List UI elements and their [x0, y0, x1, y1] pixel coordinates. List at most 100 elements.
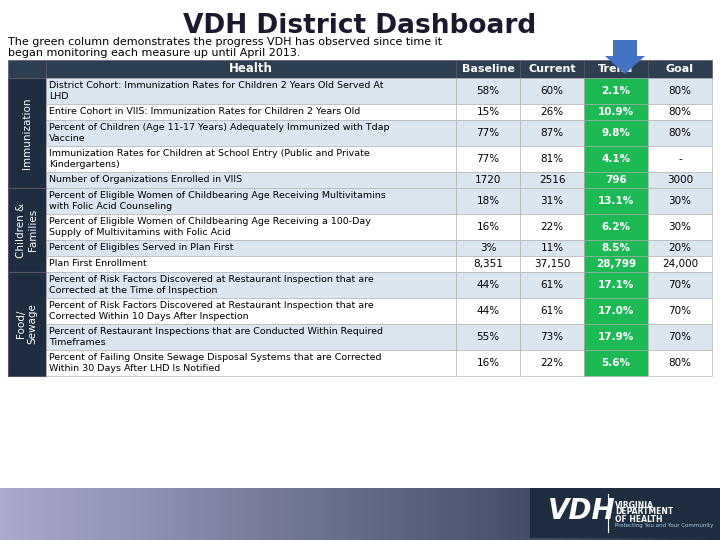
Bar — [119, 488, 122, 540]
Bar — [547, 488, 551, 540]
Bar — [46, 298, 456, 324]
Text: 16%: 16% — [477, 358, 500, 368]
Text: 3%: 3% — [480, 243, 496, 253]
Bar — [439, 488, 443, 540]
Bar — [648, 120, 712, 146]
Bar — [68, 488, 72, 540]
Bar — [706, 488, 709, 540]
Bar — [18, 488, 22, 540]
Bar — [277, 488, 281, 540]
Polygon shape — [613, 40, 637, 56]
Bar — [306, 488, 310, 540]
Bar — [46, 172, 456, 188]
Text: Immunization Rates for Children at School Entry (Public and Private
Kindergarten: Immunization Rates for Children at Schoo… — [49, 149, 370, 168]
Bar — [338, 488, 342, 540]
Bar — [508, 488, 511, 540]
Bar — [83, 488, 86, 540]
Text: 26%: 26% — [541, 107, 564, 117]
Bar — [58, 488, 61, 540]
Text: began monitoring each measure up until April 2013.: began monitoring each measure up until A… — [8, 48, 300, 58]
Bar — [526, 488, 529, 540]
Bar — [46, 350, 456, 376]
Bar — [630, 488, 634, 540]
Bar — [360, 488, 364, 540]
Text: 87%: 87% — [541, 128, 564, 138]
Bar — [46, 146, 456, 172]
Bar — [584, 104, 648, 120]
Bar — [584, 172, 648, 188]
Bar — [673, 488, 677, 540]
Bar — [608, 488, 612, 540]
Bar — [454, 488, 457, 540]
Text: -: - — [678, 154, 682, 164]
Bar — [259, 488, 263, 540]
Bar — [367, 488, 371, 540]
Bar — [46, 188, 456, 214]
Bar — [637, 488, 641, 540]
Text: 16%: 16% — [477, 222, 500, 232]
Bar — [155, 488, 158, 540]
Bar — [108, 488, 112, 540]
Bar — [584, 298, 648, 324]
Text: 77%: 77% — [477, 154, 500, 164]
Text: 8.5%: 8.5% — [601, 243, 631, 253]
Bar — [648, 78, 712, 104]
Bar — [364, 488, 367, 540]
Bar — [46, 240, 456, 256]
Bar — [652, 488, 655, 540]
Bar — [456, 298, 520, 324]
Text: 24,000: 24,000 — [662, 259, 698, 269]
Bar — [61, 488, 65, 540]
Text: 11%: 11% — [541, 243, 564, 253]
Bar — [396, 488, 400, 540]
Bar — [317, 488, 320, 540]
Bar — [90, 488, 94, 540]
Bar — [205, 488, 209, 540]
Bar — [46, 60, 456, 78]
Bar — [584, 240, 648, 256]
Bar — [104, 488, 108, 540]
Bar — [227, 488, 230, 540]
Bar — [456, 256, 520, 272]
Text: Health: Health — [229, 63, 273, 76]
Bar — [331, 488, 335, 540]
Bar — [456, 350, 520, 376]
Bar — [662, 488, 666, 540]
Text: OF HEALTH: OF HEALTH — [615, 515, 662, 523]
Text: 70%: 70% — [668, 332, 691, 342]
Bar — [97, 488, 101, 540]
Bar — [274, 488, 277, 540]
Bar — [342, 488, 346, 540]
Bar — [22, 488, 25, 540]
Bar — [518, 488, 522, 540]
Bar — [173, 488, 176, 540]
Bar — [46, 324, 456, 350]
Bar — [8, 272, 46, 376]
Text: 70%: 70% — [668, 306, 691, 316]
Bar — [94, 488, 97, 540]
Text: 10.9%: 10.9% — [598, 107, 634, 117]
Text: Entire Cohort in VIIS: Immunization Rates for Children 2 Years Old: Entire Cohort in VIIS: Immunization Rate… — [49, 107, 360, 117]
Bar — [648, 298, 712, 324]
Bar — [428, 488, 432, 540]
Bar — [8, 60, 46, 78]
Bar — [46, 120, 456, 146]
Bar — [46, 256, 456, 272]
Bar — [584, 324, 648, 350]
Text: 3000: 3000 — [667, 175, 693, 185]
Bar — [584, 146, 648, 172]
Text: 80%: 80% — [668, 107, 691, 117]
Bar — [551, 488, 554, 540]
Bar — [421, 488, 425, 540]
Bar — [158, 488, 162, 540]
Text: Number of Organizations Enrolled in VIIS: Number of Organizations Enrolled in VIIS — [49, 176, 242, 185]
Text: Current: Current — [528, 64, 576, 74]
Text: Percent of Eligible Women of Childbearing Age Receiving Multivitamins
with Folic: Percent of Eligible Women of Childbearin… — [49, 191, 386, 211]
Bar — [299, 488, 302, 540]
Bar — [616, 488, 619, 540]
Text: 80%: 80% — [668, 128, 691, 138]
Bar — [544, 488, 547, 540]
Bar — [648, 272, 712, 298]
Bar — [482, 488, 486, 540]
Bar — [238, 488, 241, 540]
